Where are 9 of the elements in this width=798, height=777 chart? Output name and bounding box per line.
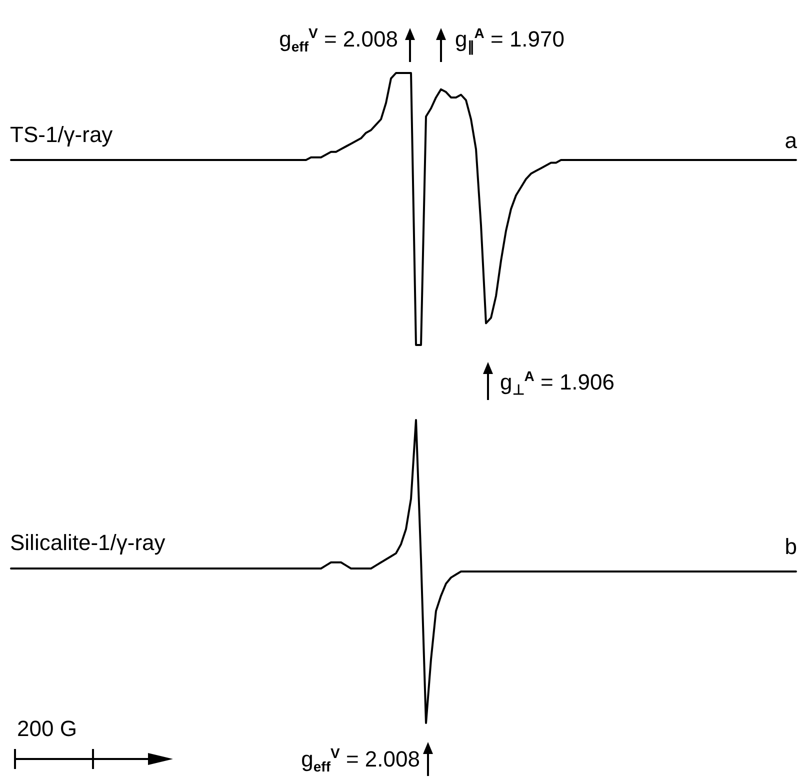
text: g$_{⊥}$$^{A}$ = 1.906 (500, 367, 615, 400)
series-label: TS-1/γ-ray (10, 122, 113, 148)
annotation: 200 G (17, 716, 77, 742)
annotation: b (784, 534, 797, 560)
text: g$_{eff}$$^{V}$ = 2.008 (279, 24, 398, 57)
annotation: a (784, 128, 797, 154)
text: g$_{∥}$$^{A}$ = 1.970 (455, 24, 565, 57)
text: g$_{eff}$$^{V}$ = 2.008 (301, 744, 420, 777)
series-label: Silicalite-1/γ-ray (10, 530, 166, 556)
